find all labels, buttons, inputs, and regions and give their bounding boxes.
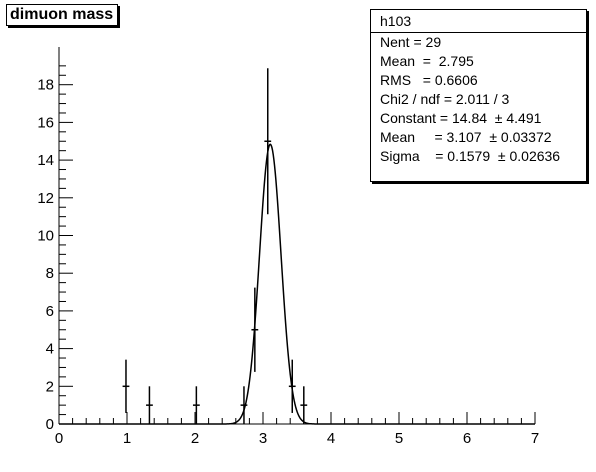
x-tick-label: 6 — [463, 430, 471, 447]
y-tick-label: 14 — [37, 152, 54, 169]
stats-row-sigma: Sigma = 0.1579 ± 0.02636 — [380, 148, 561, 164]
stats-row-chi2: Chi2 / ndf = 2.011 / 3 — [380, 91, 510, 107]
y-tick-label: 0 — [46, 416, 54, 433]
data-point — [146, 386, 153, 424]
x-tick-label: 7 — [531, 430, 539, 447]
stats-box: h103 Nent = 29 Mean = 2.795 RMS = 0.6606… — [370, 9, 587, 182]
stats-separator — [371, 32, 586, 33]
stats-row-rms: RMS = 0.6606 — [380, 72, 478, 88]
stats-row-entries: Nent = 29 — [380, 34, 442, 50]
y-tick-label: 10 — [37, 228, 54, 245]
stats-row-mean: Mean = 2.795 — [380, 53, 474, 69]
y-tick-label: 18 — [37, 77, 54, 94]
y-tick-label: 16 — [37, 114, 54, 131]
y-tick-label: 2 — [46, 378, 54, 395]
stats-row-constant: Constant = 14.84 ± 4.491 — [380, 110, 542, 126]
fit-curve — [59, 143, 535, 425]
x-tick-label: 5 — [395, 430, 403, 447]
data-point — [240, 386, 248, 424]
data-point — [122, 359, 130, 413]
data-point — [264, 68, 272, 215]
y-tick-label: 4 — [46, 341, 54, 358]
data-points — [122, 68, 308, 424]
x-tick-label: 1 — [123, 430, 131, 447]
y-tick-label: 8 — [46, 265, 54, 282]
y-tick-label: 12 — [37, 190, 54, 207]
x-tick-label: 3 — [259, 430, 267, 447]
data-point — [192, 386, 200, 424]
x-tick-label: 2 — [191, 430, 199, 447]
x-tick-label: 4 — [327, 430, 335, 447]
x-tick-label: 0 — [55, 430, 63, 447]
stats-row-fit-mean: Mean = 3.107 ± 0.03372 — [380, 129, 552, 145]
data-point — [300, 386, 308, 424]
histogram-title: dimuon mass — [6, 4, 119, 26]
stats-histogram-name: h103 — [380, 13, 412, 29]
y-tick-label: 6 — [46, 303, 54, 320]
